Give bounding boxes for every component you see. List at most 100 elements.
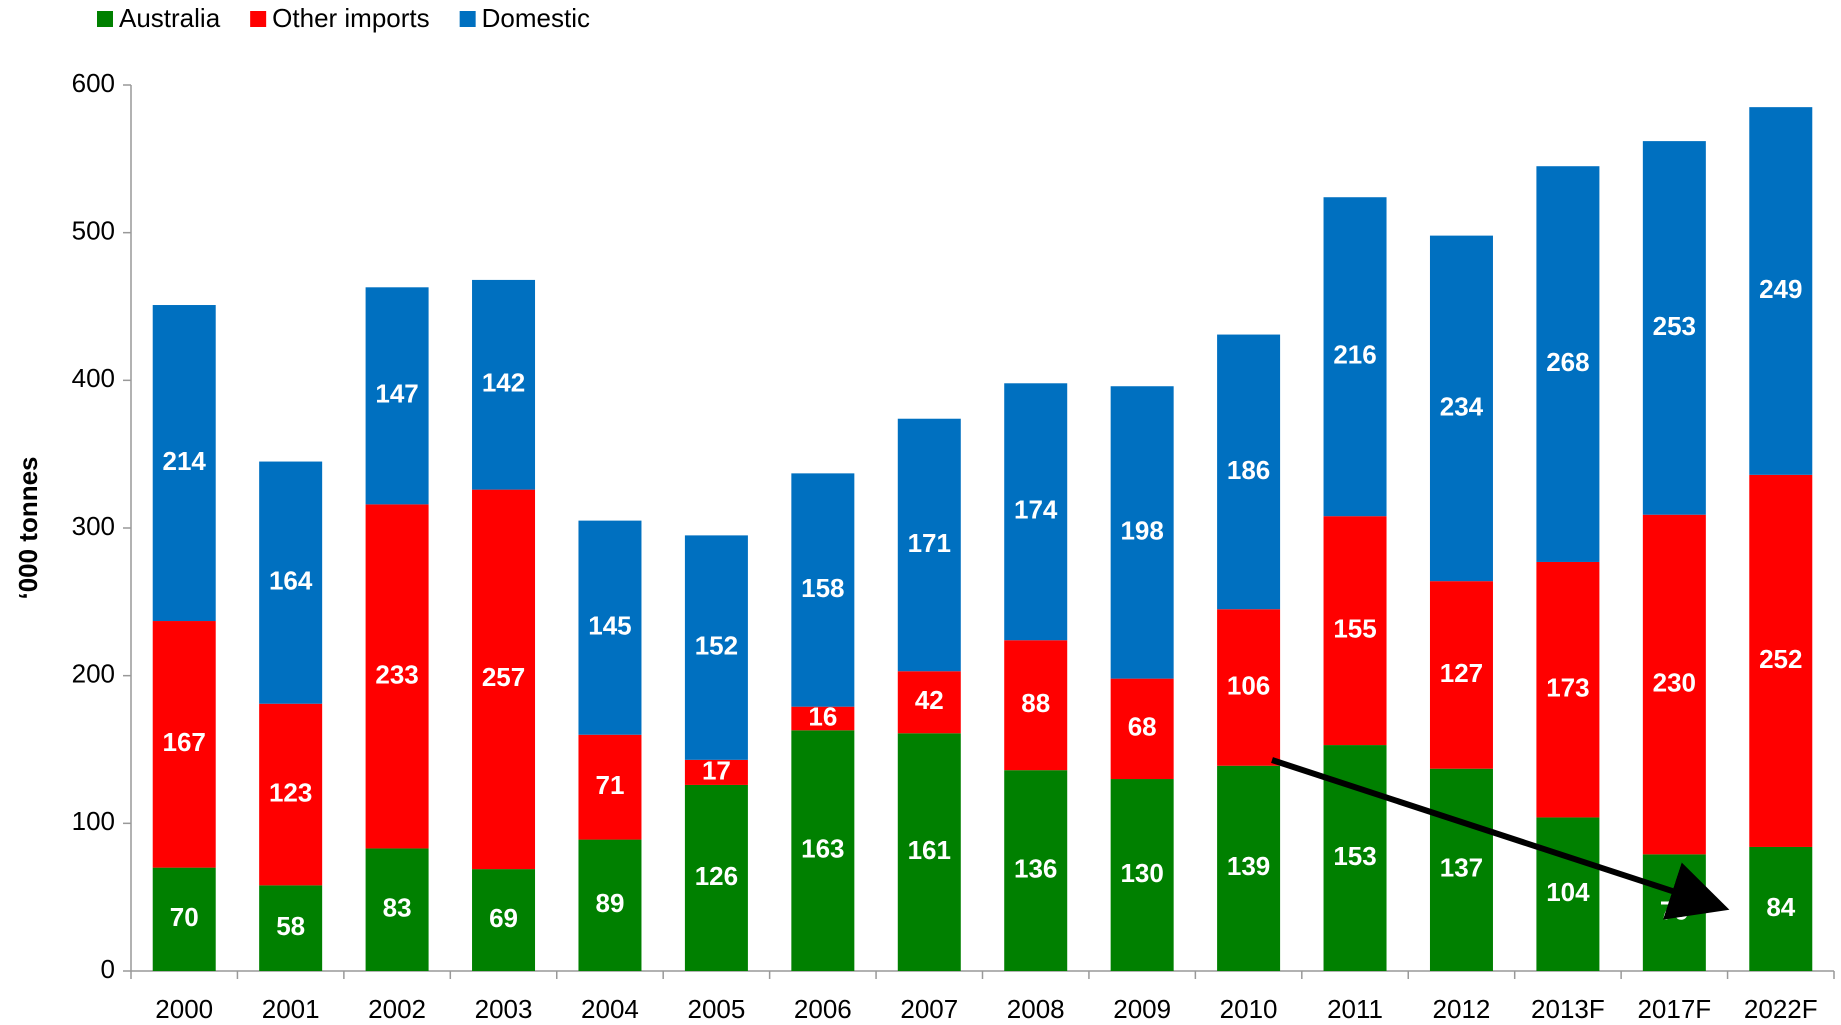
bar-segment [1749,846,1813,971]
data-label: 145 [588,611,631,641]
data-label: 123 [269,777,312,807]
x-tick-label: 2000 [155,994,213,1024]
x-tick-label: 2010 [1220,994,1278,1024]
bar-segment [578,839,642,971]
bar-segment [1110,678,1174,780]
data-label: 161 [908,835,951,865]
data-label: 268 [1546,347,1589,377]
data-label: 71 [596,770,625,800]
bar-segment [1217,609,1281,766]
data-label: 69 [489,903,518,933]
data-label: 230 [1653,667,1696,697]
data-label: 173 [1546,673,1589,703]
y-tick-label: 300 [72,511,115,541]
y-tick-label: 100 [72,806,115,836]
bar-segment [472,489,536,870]
data-label: 17 [702,755,731,785]
data-label: 152 [695,630,738,660]
bar-segment [259,461,323,704]
bar-segment [578,734,642,840]
data-label: 252 [1759,644,1802,674]
data-label: 58 [276,911,305,941]
x-tick-label: 2005 [687,994,745,1024]
data-label: 233 [375,659,418,689]
data-label: 79 [1660,896,1689,926]
data-label: 257 [482,662,525,692]
x-tick-label: 2004 [581,994,639,1024]
legend-label: Australia [119,3,221,33]
y-tick-label: 200 [72,659,115,689]
data-label: 214 [163,446,207,476]
x-tick-label: 2012 [1433,994,1491,1024]
bar-segment [897,671,961,734]
bar-segment [365,504,429,849]
y-tick-label: 500 [72,216,115,246]
data-label: 104 [1546,877,1590,907]
y-tick-label: 0 [101,954,115,984]
data-label: 234 [1440,391,1484,421]
x-tick-label: 2008 [1007,994,1065,1024]
data-label: 155 [1333,614,1376,644]
data-label: 164 [269,566,313,596]
y-axis-label: ‘000 tonnes [13,456,43,599]
bar-segment [791,730,855,971]
bar-segment [472,279,536,490]
data-label: 171 [908,528,951,558]
x-tick-label: 2003 [475,994,533,1024]
bar-segment [897,733,961,971]
legend-label: Domestic [482,3,590,33]
bar-segment [1004,383,1068,641]
x-tick-label: 2001 [262,994,320,1024]
data-label: 198 [1120,515,1163,545]
bar-segment [1429,235,1493,582]
bar-segment [1642,141,1706,515]
data-label: 89 [596,888,625,918]
bar-segment [1323,516,1387,746]
data-label: 142 [482,368,525,398]
bar-segment [259,885,323,971]
data-label: 167 [163,727,206,757]
bar-segment [1536,166,1600,562]
bar-segment [1110,779,1174,971]
bar-segment [365,287,429,505]
bar-segment [1217,765,1281,971]
data-label: 42 [915,685,944,715]
x-tick-label: 2013F [1531,994,1605,1024]
data-label: 216 [1333,340,1376,370]
bar-segment [1004,770,1068,971]
bar-segment [897,418,961,672]
bar-segment [365,848,429,971]
bar-segment [578,520,642,735]
bar-segment [152,867,216,971]
x-tick-label: 2011 [1327,994,1383,1024]
bar-segment [791,473,855,707]
data-label: 139 [1227,851,1270,881]
bar-segment [1642,514,1706,855]
x-tick-label: 2006 [794,994,852,1024]
data-label: 130 [1120,858,1163,888]
bar-segment [259,703,323,886]
x-tick-label: 2002 [368,994,426,1024]
data-label: 88 [1021,688,1050,718]
y-tick-label: 400 [72,363,115,393]
data-label: 127 [1440,658,1483,688]
legend-swatch [459,11,476,27]
x-tick-label: 2007 [900,994,958,1024]
data-label: 136 [1014,853,1057,883]
y-tick-label: 600 [72,68,115,98]
data-label: 174 [1014,495,1058,525]
x-tick-label: 2022F [1744,994,1818,1024]
bar-segment [1323,197,1387,517]
data-label: 126 [695,861,738,891]
data-label: 106 [1227,670,1270,700]
bar-segment [1749,474,1813,847]
data-label: 153 [1333,841,1376,871]
data-label: 70 [170,902,199,932]
bar-segment [1004,640,1068,771]
bar-segment [152,621,216,868]
x-tick-label: 2009 [1113,994,1171,1024]
data-label: 186 [1227,455,1270,485]
legend-swatch [97,11,113,27]
bar-segment [791,706,855,731]
